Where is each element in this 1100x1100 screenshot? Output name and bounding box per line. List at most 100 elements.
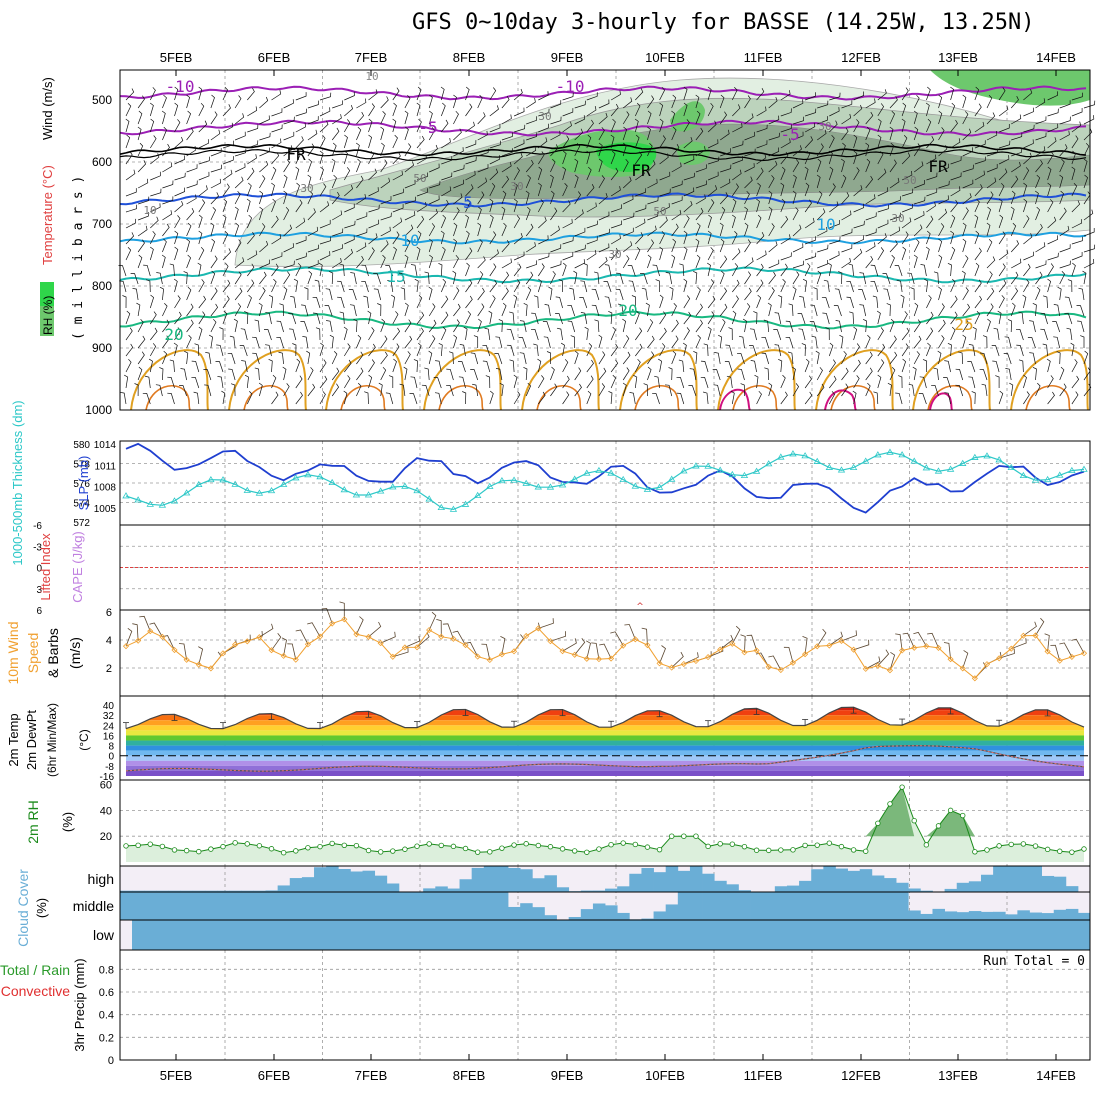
wind-barb — [974, 310, 981, 325]
wind-barb — [1064, 296, 1073, 309]
wind-barb — [1059, 366, 1065, 381]
isotherm-35 — [929, 392, 953, 411]
wind-barb — [150, 203, 161, 213]
wind-barb — [848, 263, 854, 277]
wind-barb — [287, 643, 297, 660]
wind-barb — [137, 212, 149, 221]
wind-barb — [1018, 359, 1024, 373]
wind-barb — [208, 334, 213, 349]
wind-barb — [222, 140, 235, 149]
wind-barb — [560, 342, 565, 357]
wind-barb — [295, 108, 307, 117]
wind-barb — [404, 351, 411, 365]
x-tick-label-bottom: 9FEB — [551, 1068, 584, 1083]
thickness-marker — [510, 476, 518, 483]
wind-barb — [295, 166, 300, 181]
wind-barb — [174, 327, 181, 341]
cloud-high — [677, 870, 691, 892]
wind-barb — [744, 131, 756, 141]
wind-barb — [841, 383, 849, 397]
wind-barb — [198, 120, 208, 133]
wind-barb — [234, 113, 245, 125]
wind-barb — [598, 228, 611, 237]
wind-barb — [865, 242, 876, 253]
wind-barb — [817, 116, 828, 125]
wind-barb — [392, 343, 400, 357]
wind-barb — [392, 647, 409, 658]
wind-barb — [889, 110, 896, 125]
wind-barb — [283, 190, 288, 205]
wind-barb — [295, 182, 300, 197]
rh-marker — [499, 845, 505, 851]
wind-barb — [295, 358, 301, 373]
thickness-marker — [558, 481, 567, 488]
wind-barb — [191, 376, 200, 389]
wind-barb — [247, 154, 257, 165]
wind-barb — [1034, 190, 1039, 205]
wind-barb — [623, 227, 634, 237]
contour-label: 30 — [510, 180, 523, 193]
cloud-high — [520, 869, 533, 892]
wind-barb — [392, 152, 401, 165]
wind-barb — [889, 351, 898, 365]
wind-barb — [210, 318, 217, 333]
wind-barb — [780, 166, 786, 181]
wind-barb — [816, 270, 822, 285]
wind-barb — [634, 358, 641, 373]
precip-axis-label: 3hr Precip (mm) — [72, 958, 87, 1051]
cloud-high — [447, 888, 460, 892]
wind-barb — [974, 140, 986, 149]
wind-barb — [363, 295, 369, 309]
cloud-middle — [944, 911, 958, 920]
wind-barb — [538, 252, 550, 261]
wind-barb — [804, 108, 817, 117]
wind-barb — [367, 310, 372, 325]
wind-barb — [1071, 108, 1083, 117]
wind-barb — [125, 232, 135, 245]
wind-barb — [137, 196, 150, 205]
wind-barb — [785, 336, 794, 349]
temp2m-axis-label: (6hr Min/Max) — [45, 703, 59, 777]
wind-barb — [295, 629, 309, 645]
wind-barb — [198, 246, 205, 261]
wind-speed-marker — [1068, 653, 1075, 660]
wind-barb — [841, 244, 853, 253]
wind-barb — [804, 236, 816, 245]
wind-barb — [974, 295, 983, 309]
wind-barb — [1059, 158, 1065, 173]
wind-barb — [901, 170, 913, 181]
y-tick-label: 8 — [108, 742, 114, 753]
wind-barb — [986, 287, 995, 301]
wind-barb — [550, 100, 562, 109]
wind-barb — [404, 335, 413, 349]
rh-marker — [802, 842, 808, 849]
wind-barb — [654, 375, 660, 389]
wind-barb — [816, 208, 826, 221]
wind-barb — [537, 166, 543, 181]
wind-barb — [416, 102, 421, 117]
wind-speed-marker — [1032, 632, 1039, 639]
wind-barb — [719, 270, 725, 285]
wind-barb — [1047, 91, 1058, 101]
wind-barb — [986, 177, 997, 189]
wind-barb — [307, 116, 319, 125]
wind-barb — [542, 321, 551, 333]
wind-speed-marker — [207, 665, 214, 672]
wind-speed-marker — [668, 664, 675, 671]
wind-barb — [368, 187, 379, 197]
y-tick-label: -8 — [105, 762, 114, 773]
wind-barb — [732, 248, 741, 261]
wind-barb — [234, 303, 242, 317]
wind-barb — [348, 289, 357, 301]
y-tick-label: 600 — [92, 155, 112, 169]
wind-barb — [679, 263, 685, 277]
wind-barb — [307, 244, 319, 253]
rh-marker — [1057, 848, 1063, 854]
wind-barb — [671, 162, 682, 173]
thickness-marker — [292, 474, 300, 481]
wind-barb — [344, 248, 354, 261]
wind-barb — [962, 147, 974, 157]
wind-barb — [543, 336, 551, 349]
rh-marker — [960, 812, 966, 819]
wind-barb — [283, 206, 290, 221]
